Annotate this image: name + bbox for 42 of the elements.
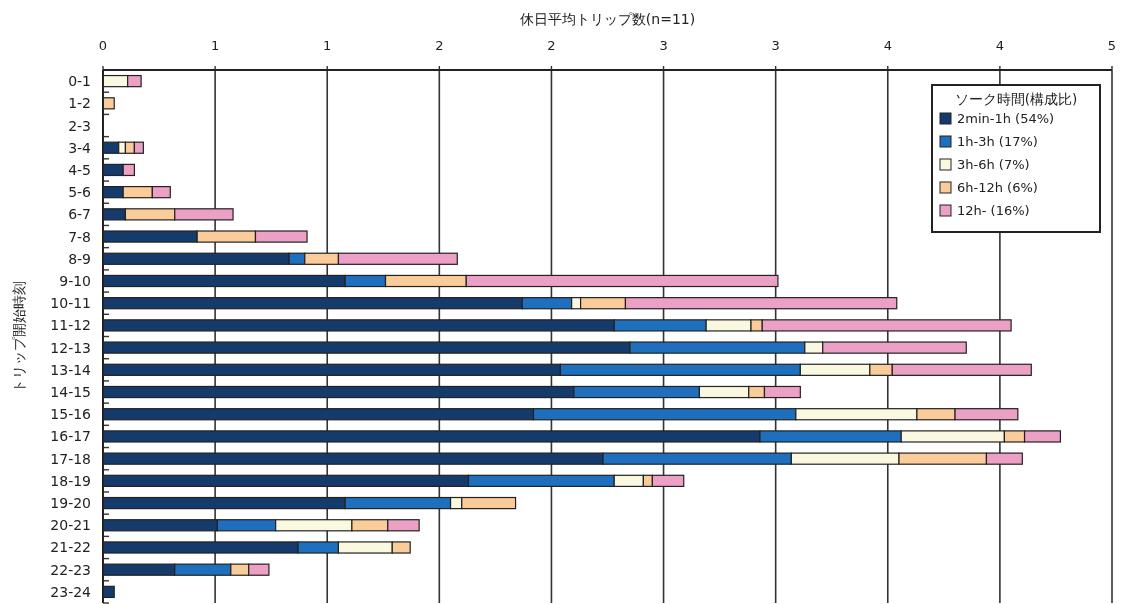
y-tick-label: 21-22 [50,539,91,556]
y-tick-label: 1-2 [68,95,91,112]
y-tick-label: 11-12 [50,317,91,334]
x-tick-label: 2 [435,38,444,53]
x-tick-label: 3 [659,38,668,53]
y-tick-label: 20-21 [50,517,91,534]
y-tick-label: 2-3 [68,117,91,134]
legend-title: ソーク時間(構成比) [954,91,1078,107]
legend-label: 12h- (16%) [957,203,1030,218]
legend-label: 1h-3h (17%) [957,134,1038,149]
y-tick-label: 0-1 [68,73,91,90]
x-tick-label: 0 [98,38,108,53]
legend-label: 2min-1h (54%) [957,111,1055,126]
y-tick-label: 15-16 [50,406,92,423]
y-tick-label: 22-23 [50,561,91,578]
y-tick-label: 23-24 [50,583,92,600]
y-tick-label: 8-9 [68,250,91,267]
x-tick-label: 4 [995,38,1005,53]
y-tick-label: 6-7 [68,206,91,223]
y-tick-label: 16-17 [50,428,91,445]
y-tick-label: 18-19 [50,472,91,489]
y-axis-title: トリップ開始時刻 [11,280,27,393]
y-tick-label: 12-13 [50,339,91,356]
y-tick-label: 10-11 [50,295,91,312]
x-tick-label: 4 [883,38,892,53]
legend-label: 3h-6h (7%) [957,157,1030,172]
y-tick-label: 19-20 [50,495,91,512]
y-tick-label: 17-18 [50,450,91,467]
x-tick-label: 1 [323,38,332,53]
x-tick-label: 2 [547,38,556,53]
y-tick-label: 3-4 [68,139,92,156]
y-tick-label: 7-8 [68,228,91,245]
y-tick-label: 9-10 [59,272,91,289]
x-tick-label: 1 [210,38,220,53]
y-tick-label: 13-14 [50,361,92,378]
y-tick-label: 5-6 [68,184,92,201]
legend-label: 6h-12h (6%) [957,180,1038,195]
x-tick-label: 3 [771,38,780,53]
y-tick-label: 14-15 [50,384,91,401]
x-axis-title: 休日平均トリップ数(n=11) [519,11,696,27]
y-tick-label: 4-5 [68,161,91,178]
x-tick-label: 5 [1107,38,1117,53]
